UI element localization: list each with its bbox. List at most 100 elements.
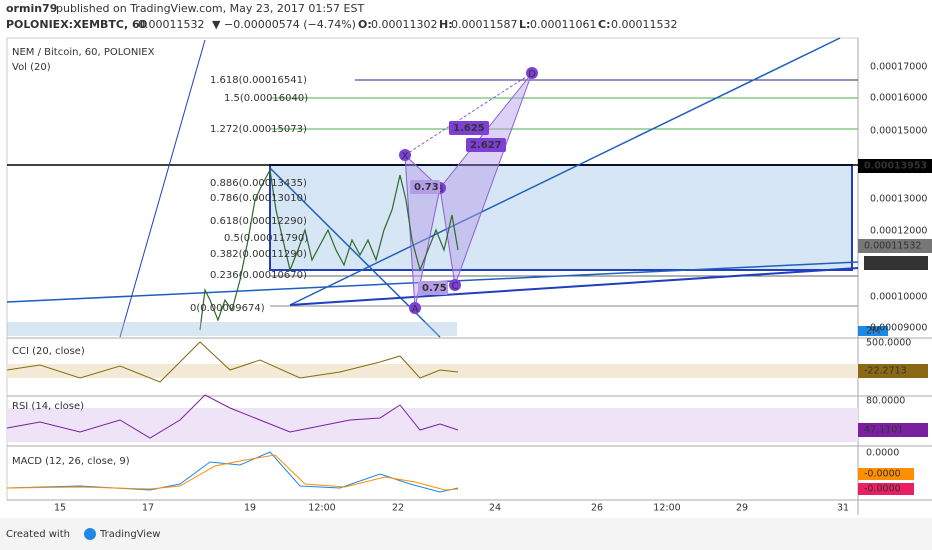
ticker-text: H:: [439, 18, 453, 31]
panel-value: -0.0000: [864, 484, 901, 495]
ticker-text: 0.00011532: [138, 18, 204, 31]
panel-value: -22.2713: [864, 366, 907, 377]
trend-line: [119, 39, 206, 338]
time-label: 12:00: [308, 503, 335, 514]
published: published on TradingView.com, May 23, 20…: [56, 2, 364, 15]
signal-trace: [6, 454, 459, 491]
countdown-tag: [864, 256, 928, 270]
price-tag: 0.00011532: [864, 241, 921, 252]
volume-tag: [858, 326, 888, 336]
pattern-point: A: [412, 304, 419, 315]
macd-trace: [6, 451, 459, 493]
pattern-point-marker: [409, 302, 421, 314]
fib-label: 0.886(0.00013435): [210, 178, 307, 189]
fib-label: 1.618(0.00016541): [210, 75, 307, 86]
panel-title: RSI (14, close): [12, 401, 84, 412]
fib-label: 0(0.00009674): [190, 303, 265, 314]
pattern-point: C: [452, 281, 459, 292]
ticker-text: O:: [358, 18, 372, 31]
countdown: 02:46: [868, 258, 895, 269]
footer-brand: TradingView: [99, 529, 160, 540]
fib-label: 0.786(0.00013010): [210, 193, 307, 204]
pattern-point-marker: [399, 149, 411, 161]
time-label: 31: [837, 503, 849, 514]
cci-tag: [858, 364, 928, 378]
time-label: 22: [392, 503, 404, 514]
cci-trace: [6, 341, 459, 383]
ratio-box: [449, 121, 489, 135]
ticker-text: POLONIEX:XEMBTC, 60: [6, 18, 148, 31]
pattern-point: X: [402, 151, 409, 162]
ticker-text: L:: [519, 18, 530, 31]
ticker-text: 0.00011061: [530, 18, 596, 31]
pattern-point-marker: [526, 67, 538, 79]
panel-axis: 80.0000: [866, 396, 905, 407]
ticker-text: ▼: [212, 18, 221, 31]
price-label: 0.00015000: [870, 126, 927, 137]
pattern-point-marker: [449, 279, 461, 291]
ratio-label: 1.625: [453, 123, 485, 134]
panel-title: CCI (20, close): [12, 346, 85, 357]
time-label: 17: [142, 503, 154, 514]
fib-label: 1.272(0.00015073): [210, 124, 307, 135]
fib-label: 0.382(0.00011290): [210, 249, 307, 260]
price-tag: 0.000: [870, 258, 897, 269]
price-label: 0.00012000: [870, 226, 927, 237]
ticker-text: C:: [598, 18, 610, 31]
time-label: 12:00: [653, 503, 680, 514]
volume-tag: 2M: [866, 326, 880, 337]
panel-value: 47.1101: [864, 425, 903, 436]
ratio-label: 0.73: [414, 182, 439, 193]
legend-title: NEM / Bitcoin, 60, POLONIEX: [12, 47, 155, 58]
price-tag: [858, 159, 932, 173]
cci-band: [7, 364, 858, 378]
trend-line: [289, 37, 841, 306]
panel-value: -0.0000: [864, 469, 901, 480]
price-label: 0.00013000: [870, 194, 927, 205]
trend-line: [289, 267, 859, 306]
price-label: 0.00009000: [870, 323, 927, 334]
price-tag: [858, 239, 932, 253]
rsi-tag: [858, 423, 928, 437]
legend-volume: Vol (20): [12, 62, 51, 73]
panel-title: MACD (12, 26, close, 9): [12, 456, 130, 467]
time-label: 29: [736, 503, 748, 514]
pattern-point: D: [528, 69, 536, 80]
rsi-trace: [6, 394, 459, 439]
ratio-box: [410, 180, 440, 194]
user: ormin79: [6, 2, 57, 15]
footer: [0, 518, 932, 550]
panel-axis: 500.0000: [866, 338, 911, 349]
price-label: 0.00010000: [870, 292, 927, 303]
ticker-text: 0.00011302: [371, 18, 437, 31]
time-label: 24: [489, 503, 501, 514]
harmonic-leg: [404, 72, 533, 156]
time-label: 26: [591, 503, 603, 514]
ratio-label: 2.627: [470, 140, 502, 151]
ratio-box: [418, 281, 448, 295]
fib-label: 0.5(0.00011790): [224, 233, 308, 244]
fib-label: 0.236(0.00010670): [210, 270, 307, 281]
panel-axis: 0.0000: [866, 448, 899, 459]
rsi-band: [7, 408, 858, 442]
macd-tag: [858, 468, 914, 480]
fib-label: 0.618(0.00012290): [210, 216, 307, 227]
time-label: 15: [54, 503, 66, 514]
ticker-text: 0.00011587: [451, 18, 517, 31]
price-trace: [199, 168, 459, 331]
ratio-box: [466, 138, 506, 152]
price-tag: 0.00013953: [864, 161, 927, 172]
ticker-text: 0.00011532: [611, 18, 677, 31]
fib-label: 1.5(0.00016040): [224, 93, 308, 104]
pattern-point: B: [437, 184, 444, 195]
ratio-label: 0.75: [422, 283, 447, 294]
macd-tag: [858, 483, 914, 495]
price-label: 0.00017000: [870, 62, 927, 73]
time-label: 19: [244, 503, 256, 514]
volume-area: [7, 322, 457, 336]
footer-created: Created with: [6, 529, 70, 540]
brand-icon: [84, 528, 96, 540]
price-label: 0.00016000: [870, 93, 927, 104]
